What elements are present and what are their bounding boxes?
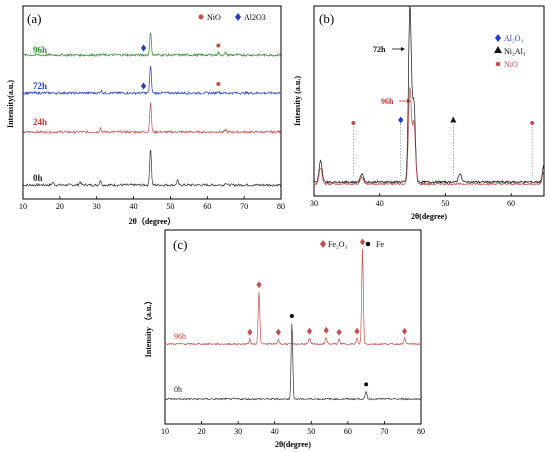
x-tick-label: 50: [307, 427, 315, 436]
panel-a-label: (a): [27, 11, 41, 26]
marker-nio: [530, 121, 535, 125]
panel-c-xlabel: 2θ(degree): [275, 440, 311, 449]
series-line-96h: [164, 248, 422, 346]
legend-ni2al3-marker: [494, 46, 502, 53]
series-line-0h: [164, 323, 422, 401]
panel-c-x-ticks: 10 20 30 40 50 60 70 80: [161, 421, 425, 436]
marker-nio: [216, 43, 221, 48]
panel-a-markers: [140, 43, 221, 90]
x-tick-label: 30: [93, 202, 101, 211]
marker-fe: [364, 382, 369, 387]
series-line-24h: [22, 102, 282, 135]
x-tick-label: 20: [198, 427, 206, 436]
legend-fe-marker: [365, 241, 371, 247]
legend-nio-marker: [495, 61, 501, 67]
x-tick-label: 50: [166, 202, 174, 211]
panel-b-frame: [313, 5, 545, 197]
series-line-72h: [313, 5, 545, 185]
marker-fe2o3: [359, 238, 366, 246]
x-tick-label: 40: [271, 427, 279, 436]
panel-c-markers: [247, 238, 408, 387]
x-tick-label: 80: [417, 427, 425, 436]
legend-fe2o3-label: Fe₂O₃: [328, 240, 348, 249]
legend-nio-marker: [198, 14, 204, 20]
panel-c-legend: Fe₂O₃ Fe: [320, 240, 384, 249]
series-line-96h: [22, 32, 282, 58]
x-tick-label: 60: [507, 199, 515, 208]
panel-c-curves: [164, 248, 422, 401]
marker-nio: [216, 82, 221, 86]
panel-a-ylabel: Intensity(a.u.): [6, 80, 15, 128]
curve-arrowhead-72h: [401, 47, 405, 51]
panel-c-label: (c): [173, 237, 187, 252]
legend-al2o3-label: Al2O3: [244, 13, 266, 22]
marker-fe2o3: [306, 327, 313, 335]
series-line-0h: [22, 149, 282, 188]
marker-fe2o3: [354, 327, 360, 335]
curve-label-96h: 96h: [381, 97, 394, 106]
panel-b-x-ticks: 30 40 50 60: [310, 193, 515, 208]
marker-fe: [289, 314, 294, 318]
x-tick-label: 70: [240, 202, 248, 211]
panel-b-markers: [351, 116, 535, 176]
x-tick-label: 20: [56, 202, 64, 211]
x-tick-label: 70: [380, 427, 388, 436]
x-tick-label: 50: [441, 199, 449, 208]
panel-b: (b) Al₂O₃ Ni₂Al₃ NiO 72h 96h Intensity (…: [293, 5, 545, 221]
legend-fe2o3-marker: [320, 240, 326, 248]
marker-fe2o3: [275, 328, 281, 336]
series-line-96h: [313, 87, 545, 186]
curve-label-24h: 24h: [33, 117, 47, 127]
panel-b-xlabel: 2θ(degree): [411, 212, 447, 221]
panel-b-label: (b): [319, 11, 334, 26]
panel-c: (c) Fe₂O₃ Fe 96h 0h Intensity （a.u.） 10 2…: [143, 229, 425, 449]
panel-b-legend: Al₂O₃ Ni₂Al₃ NiO: [494, 34, 526, 69]
curve-label-96h: 96h: [174, 332, 186, 341]
panel-c-frame: [164, 229, 422, 425]
curve-label-0h: 0h: [174, 385, 182, 394]
x-tick-label: 30: [310, 199, 318, 208]
panel-a-legend: NiO Al2O3: [198, 13, 266, 22]
panel-a-curves: [22, 32, 282, 188]
legend-nio-label: NiO: [207, 13, 221, 22]
panel-c-ylabel: Intensity （a.u.）: [143, 297, 153, 358]
x-tick-label: 40: [376, 199, 384, 208]
legend-al2o3-label: Al₂O₃: [504, 34, 524, 43]
marker-al2o3: [140, 44, 147, 52]
legend-ni2al3-label: Ni₂Al₃: [504, 47, 526, 56]
x-tick-label: 30: [234, 427, 242, 436]
panel-b-curves: [313, 5, 545, 186]
legend-fe-label: Fe: [376, 240, 384, 249]
legend-al2o3-marker: [235, 13, 241, 21]
panel-a-xlabel: 2θ（degree）: [129, 216, 176, 226]
series-line-72h: [22, 65, 282, 96]
marker-fe2o3: [256, 281, 262, 289]
panel-b-ylabel: Intensity (a.u.): [293, 76, 302, 126]
panel-a-x-ticks: 10 20 30 40 50 60 70 80: [19, 196, 285, 211]
x-tick-label: 60: [344, 427, 352, 436]
x-tick-label: 60: [203, 202, 211, 211]
curve-label-72h: 72h: [373, 45, 386, 54]
legend-nio-label: NiO: [504, 60, 518, 69]
x-tick-label: 10: [161, 427, 169, 436]
panel-a-frame: [22, 5, 282, 200]
curve-label-0h: 0h: [33, 173, 43, 183]
panel-a: (a) NiO Al2O3 96h 72h 24h 0h Intensity(a…: [6, 5, 285, 226]
x-tick-label: 40: [130, 202, 138, 211]
marker-fe2o3: [336, 328, 342, 336]
marker-fe2o3: [323, 326, 329, 334]
marker-fe2o3: [247, 328, 253, 336]
marker-ni2al3: [450, 116, 457, 123]
x-tick-label: 80: [277, 202, 285, 211]
curve-label-96h: 96h: [33, 45, 47, 55]
legend-al2o3-marker: [495, 34, 501, 42]
marker-nio: [351, 121, 356, 125]
x-tick-label: 10: [19, 202, 27, 211]
marker-al2o3: [398, 116, 404, 124]
marker-al2o3: [140, 82, 147, 90]
curve-label-72h: 72h: [33, 81, 47, 91]
marker-fe2o3: [401, 327, 408, 335]
